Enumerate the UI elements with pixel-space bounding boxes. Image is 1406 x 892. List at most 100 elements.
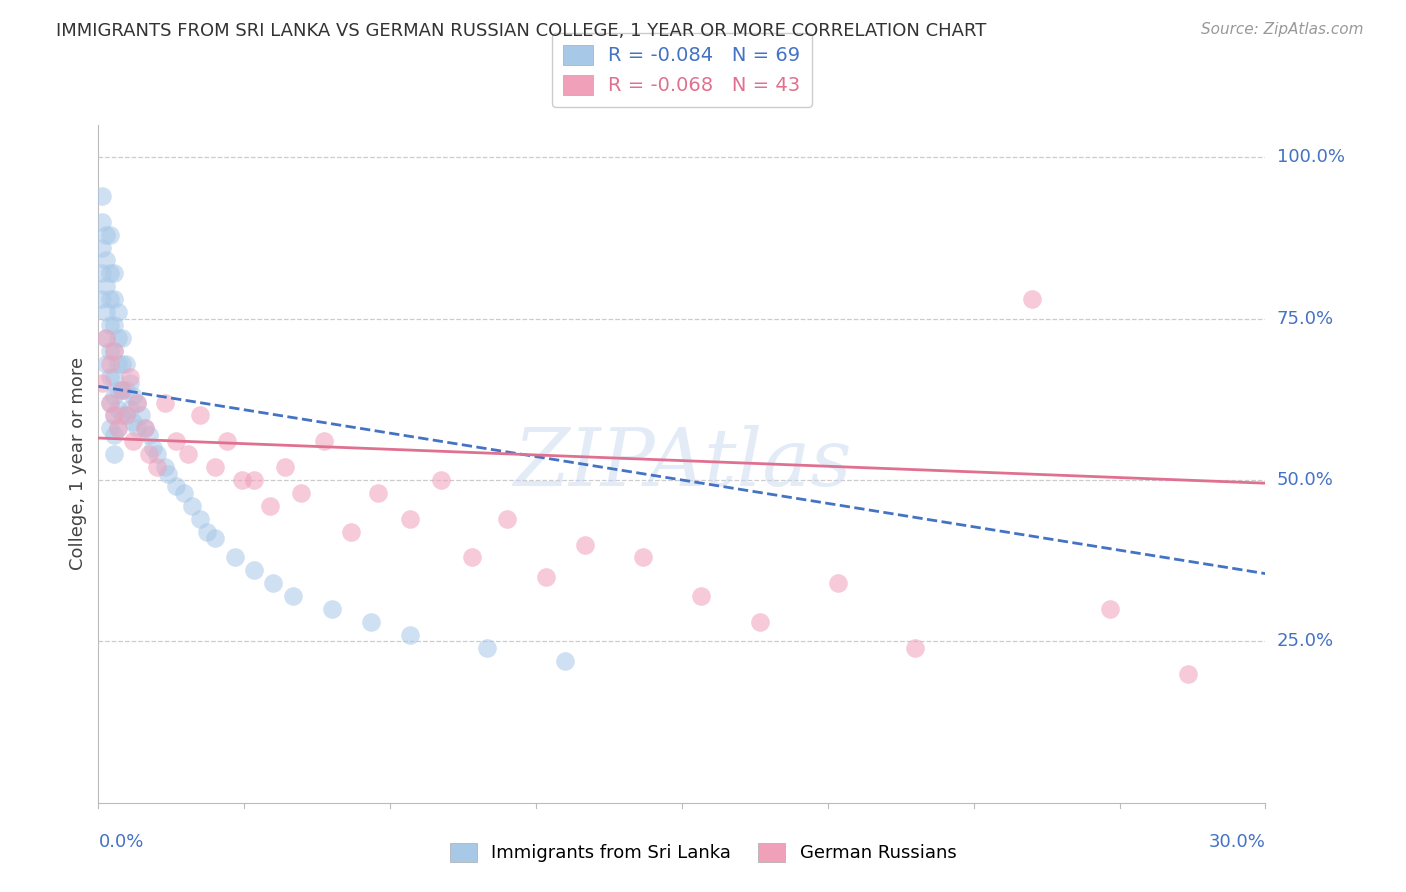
Text: 75.0%: 75.0% — [1277, 310, 1334, 327]
Point — [103, 343, 125, 358]
Point — [103, 343, 125, 358]
Point — [114, 357, 136, 371]
Point — [312, 434, 335, 449]
Point — [215, 434, 238, 449]
Point — [107, 305, 129, 319]
Point — [107, 421, 129, 435]
Point — [904, 640, 927, 655]
Point — [91, 189, 114, 203]
Text: ZIPAtlas: ZIPAtlas — [513, 425, 851, 502]
Point — [114, 409, 136, 423]
Point — [153, 395, 176, 409]
Point — [631, 550, 654, 565]
Point — [477, 640, 499, 655]
Text: Source: ZipAtlas.com: Source: ZipAtlas.com — [1201, 22, 1364, 37]
Point — [146, 447, 169, 461]
Point — [111, 409, 134, 423]
Point — [748, 615, 770, 629]
Point — [173, 486, 195, 500]
Point — [1098, 602, 1121, 616]
Point — [91, 376, 114, 391]
Point — [461, 550, 484, 565]
Point — [91, 266, 114, 280]
Point — [96, 253, 118, 268]
Point — [690, 589, 713, 603]
Point — [496, 512, 519, 526]
Point — [243, 563, 266, 577]
Point — [340, 524, 363, 539]
Point — [91, 241, 114, 255]
Point — [96, 357, 118, 371]
Text: 100.0%: 100.0% — [1277, 148, 1344, 166]
Text: IMMIGRANTS FROM SRI LANKA VS GERMAN RUSSIAN COLLEGE, 1 YEAR OR MORE CORRELATION : IMMIGRANTS FROM SRI LANKA VS GERMAN RUSS… — [56, 22, 987, 40]
Point — [188, 512, 211, 526]
Point — [204, 460, 226, 475]
Legend: R = -0.084   N = 69, R = -0.068   N = 43: R = -0.084 N = 69, R = -0.068 N = 43 — [551, 33, 813, 107]
Point — [103, 389, 125, 403]
Point — [138, 427, 160, 442]
Point — [180, 499, 202, 513]
Point — [118, 369, 141, 384]
Point — [114, 409, 136, 423]
Point — [274, 460, 297, 475]
Point — [98, 292, 121, 306]
Point — [107, 421, 129, 435]
Point — [262, 576, 284, 591]
Point — [96, 331, 118, 345]
Point — [122, 434, 145, 449]
Point — [122, 415, 145, 429]
Point — [103, 369, 125, 384]
Point — [231, 473, 253, 487]
Legend: Immigrants from Sri Lanka, German Russians: Immigrants from Sri Lanka, German Russia… — [443, 836, 963, 870]
Point — [127, 395, 149, 409]
Point — [574, 537, 596, 551]
Point — [165, 479, 187, 493]
Point — [134, 421, 156, 435]
Point — [107, 357, 129, 371]
Point — [98, 421, 121, 435]
Point — [114, 383, 136, 397]
Point — [224, 550, 246, 565]
Point — [111, 331, 134, 345]
Point — [827, 576, 849, 591]
Point — [398, 512, 420, 526]
Point — [398, 628, 420, 642]
Point — [103, 292, 125, 306]
Point — [98, 395, 121, 409]
Point — [98, 357, 121, 371]
Point — [103, 266, 125, 280]
Point — [96, 279, 118, 293]
Point — [98, 343, 121, 358]
Point — [107, 331, 129, 345]
Point — [290, 486, 312, 500]
Point — [91, 215, 114, 229]
Point — [91, 292, 114, 306]
Point — [103, 318, 125, 332]
Point — [534, 570, 557, 584]
Point — [142, 441, 165, 455]
Point — [98, 369, 121, 384]
Point — [157, 467, 180, 481]
Text: 30.0%: 30.0% — [1209, 833, 1265, 851]
Point — [96, 331, 118, 345]
Y-axis label: College, 1 year or more: College, 1 year or more — [69, 358, 87, 570]
Point — [360, 615, 382, 629]
Point — [111, 383, 134, 397]
Point — [96, 305, 118, 319]
Point — [118, 401, 141, 416]
Text: 50.0%: 50.0% — [1277, 471, 1333, 489]
Point — [103, 427, 125, 442]
Point — [96, 227, 118, 242]
Point — [138, 447, 160, 461]
Point — [111, 383, 134, 397]
Point — [98, 266, 121, 280]
Point — [1177, 666, 1199, 681]
Point — [98, 395, 121, 409]
Point — [98, 227, 121, 242]
Point — [367, 486, 389, 500]
Point — [153, 460, 176, 475]
Point — [107, 401, 129, 416]
Point — [281, 589, 304, 603]
Point — [98, 318, 121, 332]
Point — [177, 447, 200, 461]
